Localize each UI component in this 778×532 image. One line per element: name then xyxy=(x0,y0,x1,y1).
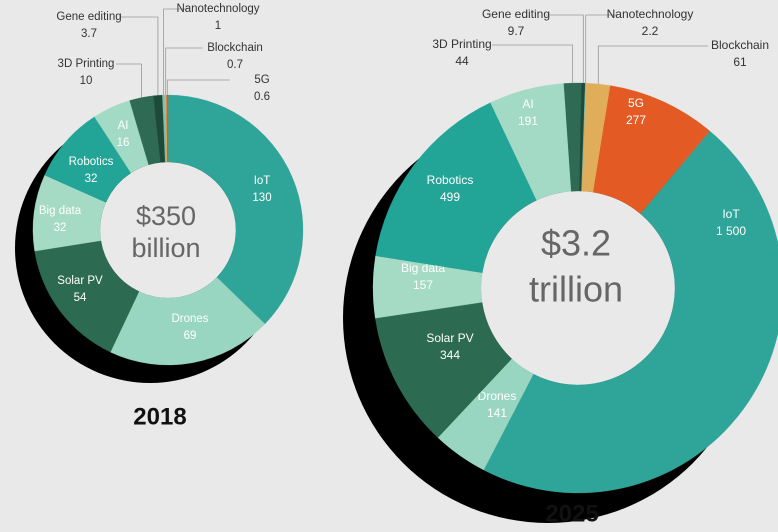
segment-name: Robotics xyxy=(69,156,114,168)
segment-value: 1 xyxy=(215,20,221,32)
segment-name: Nanotechnology xyxy=(607,7,694,21)
segment-name: Blockchain xyxy=(207,42,263,54)
segment-name: AI xyxy=(522,97,533,111)
leader-line xyxy=(163,8,186,96)
segment-value: 2.2 xyxy=(642,24,659,38)
donut-segment xyxy=(166,94,169,163)
center-label: billion xyxy=(131,233,200,263)
donut-segment xyxy=(593,85,710,214)
segment-name: Gene editing xyxy=(56,11,121,23)
leader-line xyxy=(492,44,574,84)
segment-name: Gene editing xyxy=(482,7,550,21)
segment-name: Drones xyxy=(171,313,208,325)
segment-name: Blockchain xyxy=(711,38,769,52)
center-label: trillion xyxy=(529,269,623,310)
segment-name: Robotics xyxy=(427,173,474,187)
segment-name: 5G xyxy=(254,74,269,86)
leader-line xyxy=(116,63,142,98)
leader-line xyxy=(585,14,618,84)
donut-hole xyxy=(100,162,236,298)
segment-value: 344 xyxy=(440,348,460,362)
segment-name: AI xyxy=(118,120,129,132)
segment-value: 157 xyxy=(413,278,433,292)
segment-name: Nanotechnology xyxy=(176,3,259,15)
donut-segment xyxy=(167,94,304,325)
donut-hole xyxy=(481,191,675,385)
segment-value: 1 500 xyxy=(716,224,746,238)
leader-line xyxy=(546,14,584,84)
segment-name: IoT xyxy=(254,175,271,187)
segment-value: 0.7 xyxy=(227,59,243,71)
center-label: $350 xyxy=(136,201,196,231)
leader-line xyxy=(165,47,203,96)
segment-name: IoT xyxy=(722,207,740,221)
segment-value: 16 xyxy=(117,137,130,149)
segment-value: 277 xyxy=(626,113,646,127)
segment-name: 5G xyxy=(628,96,644,110)
leader-line xyxy=(597,45,708,85)
segment-name: Solar PV xyxy=(57,275,103,287)
leader-line xyxy=(166,79,230,96)
segment-value: 10 xyxy=(80,75,93,87)
segment-value: 141 xyxy=(487,406,507,420)
donut-segment xyxy=(110,277,266,366)
segment-name: Big data xyxy=(39,205,82,217)
segment-value: 44 xyxy=(455,54,469,68)
segment-name: 3D Printing xyxy=(58,58,115,70)
year-title: 2018 xyxy=(133,403,186,430)
segment-value: 32 xyxy=(54,222,67,234)
segment-value: 54 xyxy=(74,292,87,304)
segment-value: 499 xyxy=(440,190,460,204)
segment-name: 3D Printing xyxy=(432,37,491,51)
segment-value: 32 xyxy=(85,173,98,185)
segment-value: 3.7 xyxy=(81,28,97,40)
segment-name: Solar PV xyxy=(426,331,473,345)
segment-name: Drones xyxy=(478,389,517,403)
segment-value: 9.7 xyxy=(508,24,525,38)
center-label: $3.2 xyxy=(541,223,611,264)
segment-value: 0.6 xyxy=(254,91,270,103)
donut-segment xyxy=(375,102,537,273)
segment-value: 191 xyxy=(518,114,538,128)
segment-value: 69 xyxy=(184,330,197,342)
segment-value: 61 xyxy=(733,55,747,69)
leader-line xyxy=(119,16,159,96)
year-title: 2025 xyxy=(545,500,598,527)
segment-value: 130 xyxy=(252,192,271,204)
